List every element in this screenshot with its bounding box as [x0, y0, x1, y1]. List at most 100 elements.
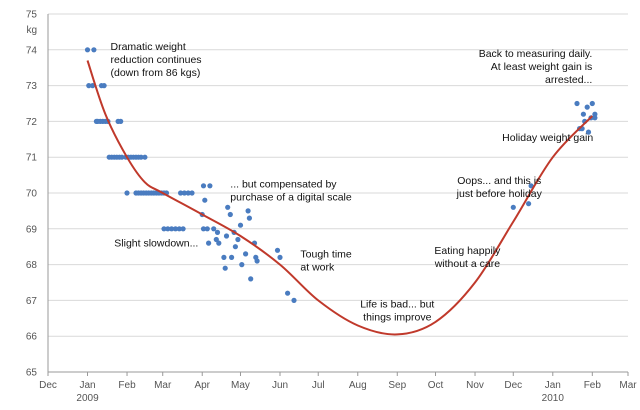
- data-point: [235, 236, 241, 243]
- data-point: [592, 115, 598, 121]
- data-point: [207, 183, 213, 189]
- data-point: [585, 129, 592, 135]
- annotation-line: Eating happily: [434, 245, 501, 257]
- x-tick-label: Mar: [619, 380, 637, 391]
- y-tick-label: 67: [26, 296, 38, 307]
- data-point: [592, 111, 598, 117]
- data-point: [221, 254, 227, 260]
- annotation-line: Dramatic weight: [111, 41, 186, 53]
- data-point: [285, 290, 291, 296]
- annotation: Holiday weight gain: [502, 132, 593, 144]
- annotation: Dramatic weight reduction continues (down …: [111, 41, 202, 79]
- annotations: Dramatic weight reduction continues (down …: [111, 41, 594, 324]
- data-point: [243, 251, 249, 257]
- x-tick-label: Apr: [194, 380, 210, 391]
- annotation-line: at work: [300, 261, 335, 273]
- data-point: [180, 226, 186, 232]
- data-point: [232, 244, 238, 250]
- data-point: [225, 204, 231, 210]
- data-point: [510, 204, 516, 210]
- y-tick-label: 70: [26, 189, 38, 200]
- annotation-line: Oops... and this is: [457, 175, 541, 187]
- data-point: [584, 104, 590, 110]
- data-point: [161, 226, 167, 232]
- y-tick-label: 69: [26, 224, 38, 235]
- data-point: [580, 111, 587, 117]
- annotation-line: Life is bad... but: [360, 299, 434, 311]
- data-point: [211, 226, 217, 232]
- data-point: [206, 240, 212, 246]
- x-tick-label: Aug: [349, 380, 367, 391]
- annotation-line: Back to measuring daily.: [479, 48, 593, 60]
- x-tick-label: Jan: [79, 380, 95, 391]
- x-year-label: 2010: [542, 393, 565, 404]
- x-tick-label: Jun: [272, 380, 288, 391]
- x-tick-label: Sep: [388, 380, 406, 391]
- x-tick-label: Feb: [584, 380, 602, 391]
- data-point: [142, 154, 148, 160]
- data-point: [204, 226, 210, 232]
- y-tick-label: 72: [26, 117, 38, 128]
- data-point: [237, 222, 244, 228]
- data-point: [178, 190, 184, 196]
- data-point: [239, 262, 245, 268]
- data-point: [200, 183, 207, 189]
- y-tick-label: 71: [26, 153, 38, 164]
- x-tick-label: Jul: [312, 380, 325, 391]
- data-point: [165, 226, 171, 232]
- data-point: [245, 208, 251, 214]
- annotation-line: things improve: [363, 312, 431, 324]
- x-tick-labels: Dec Jan 2009 Feb Mar Apr May Jun Jul Aug Sep Oct Nov…: [39, 372, 637, 404]
- data-point: [229, 254, 235, 260]
- x-tick-label: Dec: [39, 380, 57, 391]
- annotation: Oops... and this is just before holiday: [456, 175, 543, 200]
- data-point: [176, 226, 182, 232]
- data-point: [274, 247, 281, 253]
- x-tick-label: Feb: [118, 380, 136, 391]
- data-point: [119, 154, 125, 160]
- axes: [47, 14, 628, 373]
- data-point: [213, 236, 219, 243]
- data-point: [222, 265, 228, 271]
- data-point: [84, 47, 91, 53]
- y-tick-label: 65: [26, 368, 38, 379]
- y-tick-label: 66: [26, 332, 38, 343]
- y-tick-label: 68: [26, 260, 38, 271]
- annotation-line: Tough time: [300, 248, 352, 260]
- x-tick-label: May: [231, 380, 250, 391]
- trend-line: [86, 60, 594, 336]
- data-point: [138, 154, 144, 160]
- y-tick-label: 75: [26, 10, 38, 21]
- x-year-label: 2009: [76, 393, 99, 404]
- annotation-line: At least weight gain is: [491, 61, 593, 73]
- y-tick-labels: 65 66 67 68 69 70 71 72 73 74 75: [26, 10, 38, 379]
- data-point: [172, 226, 179, 232]
- data-point: [91, 47, 97, 53]
- data-point: [254, 258, 260, 264]
- data-point: [124, 190, 130, 196]
- data-point: [589, 100, 595, 107]
- data-point: [90, 83, 96, 89]
- x-tick-label: Nov: [466, 380, 484, 391]
- annotation-line: ... but compensated by: [230, 179, 337, 191]
- data-point: [202, 197, 208, 203]
- x-tick-label: Oct: [428, 380, 444, 391]
- x-tick-label: Dec: [504, 380, 522, 391]
- annotation-line: purchase of a digital scale: [230, 192, 352, 204]
- annotation: Tough time at work: [300, 248, 352, 273]
- data-point: [189, 190, 195, 196]
- data-point: [101, 83, 107, 89]
- data-point: [185, 190, 191, 196]
- annotation-line: reduction continues: [111, 54, 202, 66]
- x-tick-label: Jan: [545, 380, 561, 391]
- data-point: [169, 226, 175, 232]
- data-point: [181, 190, 187, 196]
- data-point: [248, 276, 254, 282]
- data-point: [200, 226, 207, 232]
- data-point: [526, 201, 532, 207]
- data-point: [528, 183, 534, 189]
- annotation-line: arrested...: [545, 74, 592, 86]
- annotation-line: Holiday weight gain: [502, 132, 593, 144]
- annotation-line: just before holiday: [456, 188, 543, 200]
